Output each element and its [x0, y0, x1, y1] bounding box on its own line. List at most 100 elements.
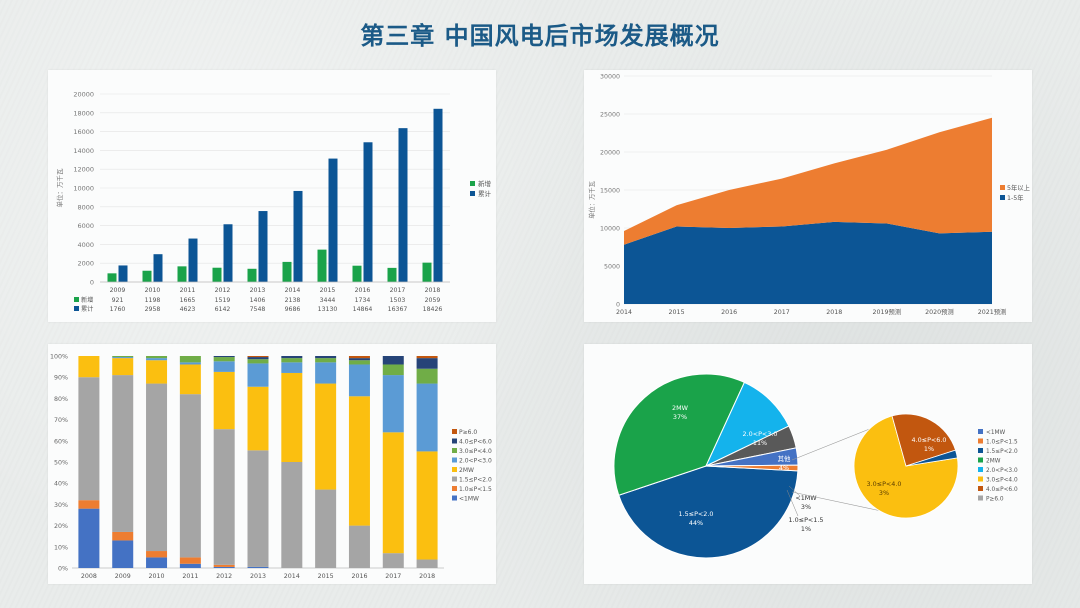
data-table-value: 1503 — [390, 297, 406, 304]
bar-segment-1.5≤P<2.0 — [78, 377, 100, 501]
legend-label: 1.0≤P<1.5 — [986, 440, 1018, 446]
pie-pct: 1% — [801, 525, 811, 533]
bar-segment-2MW — [416, 451, 438, 560]
legend-swatch — [1000, 185, 1005, 190]
bar-segment-4.0≤P<6.0 — [315, 356, 337, 359]
bar-新增 — [282, 261, 292, 282]
x-tick-label: 2018 — [826, 309, 842, 316]
bar-新增 — [142, 270, 152, 282]
x-tick-label: 2019预测 — [873, 307, 902, 316]
bar-segment-1.0≤P<1.5 — [146, 551, 168, 558]
sub-pie-slice-P≥6.0 — [905, 449, 958, 467]
legend-label: 5年以上 — [1007, 183, 1030, 192]
bar-segment-2MW — [315, 383, 337, 490]
bar-segment-3.0≤P<4.0 — [179, 356, 201, 363]
data-table-value: 1198 — [145, 297, 161, 304]
legend-swatch — [452, 495, 457, 501]
bar-segment-1.0≤P<1.5 — [78, 500, 100, 509]
bar-segment-3.0≤P<4.0 — [315, 358, 337, 363]
x-tick-label: 2011 — [180, 287, 196, 294]
bar-累计 — [258, 211, 268, 282]
legend-label: <1MW — [986, 430, 1006, 436]
bar-segment-2.0<P<3.0 — [416, 383, 438, 452]
leader-line — [786, 489, 799, 517]
power-pie-chart: 1.5≤P<2.044%2MW37%2.0<P<3.011%其他4%<1MW3%… — [613, 373, 1018, 559]
bar-新增 — [177, 266, 187, 282]
legend-label: 新增 — [478, 179, 491, 188]
bar-segment-1.5≤P<2.0 — [281, 462, 303, 568]
legend-label: <1MW — [459, 496, 479, 503]
x-tick-label: 2015 — [669, 309, 685, 316]
legend-swatch — [452, 448, 457, 453]
x-tick-label: 2015 — [320, 287, 336, 294]
bar-新增 — [107, 273, 117, 282]
bar-segment-<1MW — [78, 508, 100, 568]
bar-segment-2MW — [348, 396, 370, 526]
y-tick-label: 60% — [54, 438, 68, 445]
y-tick-label: 6000 — [77, 222, 94, 230]
x-tick-label: 2009 — [115, 573, 131, 580]
data-table-value: 921 — [112, 297, 124, 304]
y-tick-label: 0 — [90, 279, 94, 287]
bar-segment-4.0≤P<6.0 — [213, 356, 235, 358]
y-tick-label: 16000 — [73, 128, 94, 136]
capacity-bar-chart: 0 2000 4000 6000 8000 10000 12000 14000 16000 180… — [55, 91, 492, 314]
bar-segment-3.0≤P<4.0 — [112, 356, 134, 358]
bar-segment-1.5≤P<2.0 — [213, 429, 235, 565]
bar-segment-<1MW — [213, 566, 235, 568]
bar-新增 — [387, 267, 397, 282]
legend-label: 1.0≤P<1.5 — [459, 486, 492, 493]
bar-累计 — [153, 254, 163, 282]
bar-segment-<1MW — [179, 563, 201, 568]
y-tick-label: 30000 — [600, 74, 620, 81]
data-table-key — [74, 297, 79, 302]
pie-slice-1.0≤P<1.5 — [705, 464, 799, 472]
legend-label: 2.0<P<3.0 — [986, 468, 1018, 474]
x-tick-label: 2008 — [81, 573, 97, 580]
legend-label: 2MW — [986, 459, 1001, 465]
data-table-value: 1665 — [180, 297, 196, 304]
x-tick-label: 2014 — [284, 573, 300, 580]
bar-新增 — [352, 265, 362, 282]
x-tick-label: 2016 — [721, 309, 737, 316]
legend-swatch — [978, 495, 983, 501]
pie-label: 1.0≤P<1.5 — [789, 516, 824, 524]
panel-capacity-bar-chart: 0 2000 4000 6000 8000 10000 12000 14000 16000 180… — [48, 70, 496, 322]
bar-segment-3.0≤P<4.0 — [247, 359, 269, 364]
legend-swatch — [452, 486, 457, 491]
y-tick-label: 10000 — [73, 185, 94, 193]
y-tick-label: 20000 — [73, 91, 94, 99]
sub-pie-slice-4.0≤P<6.0 — [891, 413, 957, 467]
y-tick-label: 70% — [54, 417, 68, 424]
bar-segment-<1MW — [112, 540, 134, 568]
legend-swatch — [452, 438, 457, 444]
legend-swatch — [1000, 195, 1005, 200]
bar-segment-4.0≤P<6.0 — [281, 356, 303, 359]
data-table-value: 1760 — [110, 306, 126, 313]
bar-segment-2MW — [179, 364, 201, 395]
bar-segment-2.0<P<3.0 — [112, 357, 134, 359]
y-tick-label: 30% — [54, 502, 68, 509]
bar-segment-4.0≤P<6.0 — [416, 358, 438, 369]
bar-segment-4.0≤P<6.0 — [382, 356, 404, 365]
pie-pct: 44% — [689, 519, 703, 527]
leader-line — [788, 485, 801, 497]
pie-label: 1.5≤P<2.0 — [679, 510, 714, 518]
data-table-value: 2138 — [285, 297, 301, 304]
legend-label: 1.5≤P<2.0 — [459, 477, 492, 484]
x-tick-label: 2010 — [145, 287, 161, 294]
x-tick-label: 2009 — [110, 287, 126, 294]
x-tick-label: 2010 — [149, 573, 165, 580]
panel-power-pie-chart: 1.5≤P<2.0 44% 2MW 37% 2.0<P<3.0 11% 其他 4% <1MW 3%… — [584, 344, 1032, 584]
x-tick-label: 2018 — [425, 287, 441, 294]
legend-swatch — [452, 476, 457, 482]
panel-share-stacked-chart: 0% 10% 20% 30% 40% 50% 60% 70% 80% 90% 100% 2008 200… — [48, 344, 496, 584]
legend-swatch — [452, 457, 457, 463]
sub-pie-label: 3.0≤P<4.0 — [867, 480, 902, 488]
bar-新增 — [317, 249, 327, 282]
data-table-key — [74, 306, 79, 311]
age-area-chart: 0 5000 10000 15000 20000 25000 30000 单位：万千瓦 2014… — [587, 74, 1030, 317]
legend-label: 1.5≤P<2.0 — [986, 449, 1018, 455]
y-tick-label: 20000 — [600, 150, 620, 157]
pie-label: 2.0<P<3.0 — [743, 430, 778, 438]
